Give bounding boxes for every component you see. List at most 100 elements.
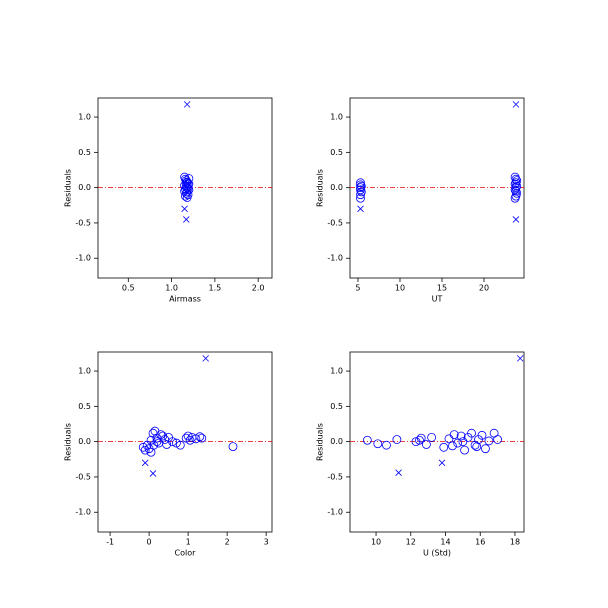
y-tick-label: 0.5 <box>330 148 343 157</box>
circle-marker <box>458 437 468 447</box>
circle-marker <box>185 435 195 445</box>
y-tick-label: 1.0 <box>78 113 91 122</box>
x-axis-label: U (Std) <box>423 549 451 558</box>
y-tick-label: -0.5 <box>75 472 91 481</box>
circle-marker <box>392 435 402 444</box>
x-tick-label: 1.0 <box>165 284 178 293</box>
circle-marker <box>181 178 191 188</box>
circle-marker <box>183 431 193 441</box>
circle-marker <box>460 445 470 455</box>
x-marker <box>512 101 520 108</box>
y-tick-label: -0.5 <box>327 218 343 227</box>
x-marker <box>181 205 188 213</box>
circle-marker <box>197 433 207 443</box>
circle-marker <box>148 428 158 438</box>
x-marker <box>149 470 157 477</box>
y-tick-label: -1.0 <box>75 254 91 263</box>
x-tick-label: 15 <box>437 284 447 293</box>
circle-marker <box>444 434 454 444</box>
x-axis-label: UT <box>432 295 443 304</box>
x-marker <box>141 459 149 467</box>
circle-marker <box>356 180 365 190</box>
circle-marker <box>195 432 205 442</box>
y-tick-label: 1.0 <box>78 367 91 376</box>
x-marker <box>512 216 520 223</box>
x-marker <box>183 216 190 223</box>
circle-marker <box>182 193 192 202</box>
circle-marker <box>356 193 365 203</box>
y-tick-label: -1.0 <box>327 508 343 517</box>
x-tick-label: 2.0 <box>252 284 265 293</box>
circle-marker <box>467 428 476 438</box>
y-tick-label: -0.5 <box>327 472 343 481</box>
circle-marker <box>175 440 185 450</box>
x-marker <box>202 355 209 362</box>
circle-marker <box>168 437 177 447</box>
x-tick-label: 2 <box>225 538 230 547</box>
circle-marker <box>481 444 490 454</box>
circle-marker <box>484 436 494 446</box>
y-tick-label: -1.0 <box>75 508 91 517</box>
y-axis-label: Residuals <box>64 169 73 207</box>
circle-marker <box>477 430 487 440</box>
circle-marker <box>472 442 482 451</box>
circle-marker <box>181 184 190 194</box>
y-tick-label: 0.5 <box>330 402 343 411</box>
circle-marker <box>415 435 424 445</box>
circle-marker <box>356 183 365 193</box>
circle-marker <box>362 435 372 445</box>
circle-marker <box>422 440 431 449</box>
y-tick-label: 1.0 <box>330 113 343 122</box>
x-marker <box>357 205 364 213</box>
y-tick-label: 0.0 <box>330 437 343 446</box>
circle-marker <box>146 435 156 445</box>
circle-marker <box>356 190 365 200</box>
circle-marker <box>146 447 156 457</box>
circle-marker <box>181 174 190 184</box>
x-tick-label: 0 <box>147 538 152 547</box>
circle-marker <box>228 442 238 451</box>
x-tick-label: 14 <box>440 538 450 547</box>
circle-marker <box>152 437 162 447</box>
y-tick-label: 0.0 <box>330 183 343 192</box>
x-tick-label: 5 <box>355 284 360 293</box>
circle-marker <box>511 174 521 184</box>
y-tick-label: 0.5 <box>78 148 91 157</box>
circle-marker <box>373 439 383 449</box>
x-tick-label: 1 <box>186 538 191 547</box>
y-tick-label: 0.5 <box>78 402 91 411</box>
x-tick-label: 16 <box>475 538 485 547</box>
x-tick-label: 20 <box>479 284 489 293</box>
circle-marker <box>162 440 172 449</box>
circle-marker <box>382 440 391 450</box>
circle-marker <box>448 441 457 451</box>
x-tick-label: 10 <box>395 284 405 293</box>
y-tick-label: 0.0 <box>78 437 91 446</box>
x-tick-label: 18 <box>510 538 520 547</box>
circle-marker <box>140 445 150 455</box>
x-marker <box>516 355 524 362</box>
x-marker <box>183 101 191 108</box>
y-axis-label: Residuals <box>64 423 73 461</box>
circle-marker <box>416 433 426 443</box>
y-tick-label: 0.0 <box>78 183 91 192</box>
x-tick-label: 12 <box>406 538 416 547</box>
y-tick-label: -1.0 <box>327 254 343 263</box>
y-axis-label: Residuals <box>316 169 325 207</box>
x-marker <box>395 469 402 476</box>
y-axis-label: Residuals <box>316 423 325 461</box>
circle-marker <box>184 174 194 183</box>
circle-marker <box>356 178 365 188</box>
x-tick-label: 3 <box>264 538 269 547</box>
y-tick-label: 1.0 <box>330 367 343 376</box>
x-tick-label: 0.5 <box>122 284 135 293</box>
x-axis-label: Color <box>175 549 197 558</box>
y-tick-label: -0.5 <box>75 218 91 227</box>
circle-marker <box>456 431 466 441</box>
circle-marker <box>181 191 190 201</box>
circle-marker <box>511 178 521 188</box>
circle-marker <box>510 179 520 189</box>
circle-marker <box>493 435 503 444</box>
circle-marker <box>449 430 459 439</box>
